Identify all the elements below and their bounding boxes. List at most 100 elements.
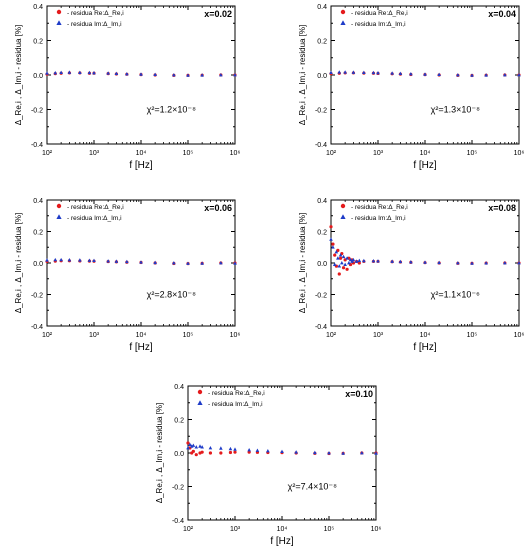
x-tick-label: 10⁴	[420, 332, 431, 339]
y-axis-label: Δ_Re,i , Δ_Im,i - residua [%]	[298, 213, 307, 314]
data-point-im	[59, 257, 63, 262]
data-point-im	[376, 70, 380, 75]
data-point-re	[336, 248, 340, 252]
data-point-re	[357, 261, 361, 265]
data-point-im	[371, 70, 376, 75]
data-point-im	[371, 258, 376, 263]
panel-label: x=0.02	[204, 9, 232, 19]
x-tick-label: 10⁶	[371, 526, 382, 533]
data-point-im	[114, 259, 119, 263]
data-point-im	[186, 261, 190, 265]
data-point-im	[78, 258, 82, 262]
x-tick-label: 10³	[89, 150, 100, 157]
data-point-im	[233, 73, 237, 77]
data-point-im	[376, 259, 380, 263]
legend-marker-triangle	[56, 214, 62, 219]
x-tick-label: 10⁵	[183, 332, 194, 339]
data-point-im	[208, 445, 213, 450]
data-point-im	[67, 258, 72, 262]
data-point-im	[266, 448, 270, 453]
x-tick-label: 10⁵	[467, 150, 478, 157]
legend-marker-circle	[340, 9, 346, 15]
x-tick-label: 10³	[89, 332, 100, 339]
data-point-im	[194, 445, 199, 449]
data-point-im	[233, 447, 237, 451]
data-point-im	[219, 446, 223, 450]
x-tick-label: 10²	[183, 526, 194, 533]
data-point-im	[517, 73, 521, 77]
data-point-im	[341, 451, 345, 455]
y-tick-label: -0.4	[172, 518, 184, 525]
data-point-im	[456, 261, 460, 265]
data-point-im	[503, 261, 507, 265]
data-point-re	[191, 449, 195, 453]
x-tick-label: 10³	[373, 150, 384, 157]
y-axis-label: Δ_Re,i , Δ_Im,i - residua [%]	[155, 403, 164, 504]
data-point-im	[348, 257, 353, 262]
data-point-im	[172, 261, 176, 265]
panel-label: x=0.10	[345, 389, 373, 399]
data-point-im	[198, 444, 202, 448]
y-tick-label: 0.0	[33, 261, 43, 268]
data-point-im	[338, 253, 343, 257]
legend-marker-circle	[56, 203, 62, 209]
legend-marker-triangle	[340, 20, 346, 25]
chi2-annotation: χ²=1.3×10⁻⁸	[431, 105, 481, 115]
x-tick-label: 10⁶	[514, 150, 525, 157]
data-point-re	[233, 450, 237, 454]
data-point-im	[153, 260, 157, 265]
data-point-im	[228, 446, 233, 451]
data-point-im	[332, 262, 337, 266]
y-tick-label: 0.0	[33, 73, 43, 80]
x-tick-label: 10²	[326, 150, 337, 157]
data-point-im	[398, 259, 403, 264]
x-tick-label: 10⁴	[136, 332, 147, 339]
data-point-im	[343, 262, 347, 266]
data-point-im	[191, 443, 196, 447]
data-point-im	[219, 261, 223, 265]
data-point-im	[351, 70, 356, 74]
data-point-re	[337, 272, 341, 276]
legend-entry: - residua Re:Δ_Re,i	[67, 204, 124, 211]
x-tick-label: 10⁵	[467, 332, 478, 339]
data-point-im	[409, 260, 413, 264]
data-point-im	[351, 257, 356, 262]
data-point-im	[329, 70, 333, 74]
y-tick-label: 0.0	[317, 261, 327, 268]
data-point-im	[45, 258, 49, 262]
data-point-im	[423, 260, 427, 264]
data-point-im	[294, 450, 298, 454]
y-tick-label: -0.4	[315, 324, 327, 331]
data-point-re	[219, 451, 223, 455]
y-axis-label: Δ_Re,i , Δ_Im,i - residua [%]	[14, 213, 23, 314]
y-tick-label: -0.2	[172, 485, 184, 492]
x-axis-label: f [Hz]	[413, 342, 437, 353]
data-point-im	[337, 70, 342, 74]
panel-label: x=0.06	[204, 203, 232, 213]
data-point-im	[341, 254, 346, 259]
data-point-im	[456, 73, 460, 77]
data-point-im	[398, 71, 403, 76]
data-point-im	[219, 73, 223, 77]
y-tick-label: 0.4	[317, 198, 327, 205]
data-point-im	[336, 256, 340, 260]
data-point-re	[228, 450, 233, 455]
x-tick-label: 10³	[373, 332, 384, 339]
data-point-im	[484, 261, 488, 265]
y-axis-label: Δ_Re,i , Δ_Im,i - residua [%]	[14, 25, 23, 126]
data-point-im	[200, 73, 204, 77]
y-tick-label: -0.4	[315, 142, 327, 149]
chi2-annotation: χ²=1.1×10⁻⁶	[431, 290, 481, 300]
y-tick-label: -0.4	[31, 324, 43, 331]
data-point-re	[333, 253, 337, 257]
data-point-re	[331, 242, 335, 246]
data-point-im	[484, 73, 488, 77]
chi2-annotation: χ²=1.2×10⁻⁸	[147, 105, 197, 115]
legend-entry: - residua Im:Δ_Im,i	[351, 21, 406, 28]
data-point-im	[67, 70, 72, 74]
x-tick-label: 10⁴	[136, 150, 147, 157]
data-point-im	[172, 73, 176, 77]
data-point-im	[186, 445, 190, 450]
